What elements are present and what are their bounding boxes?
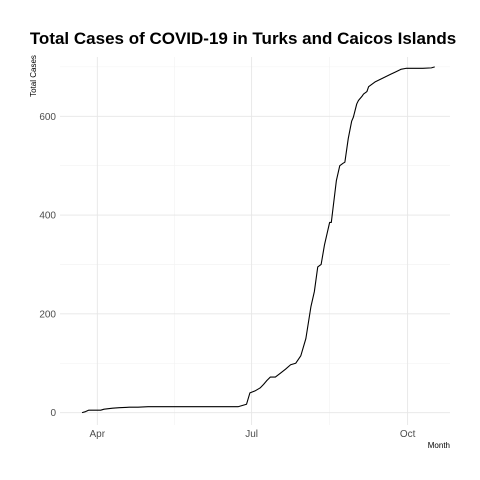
y-tick-label: 600 [39, 112, 56, 123]
major-gridlines [60, 57, 450, 425]
x-axis-label: Month [428, 441, 450, 450]
chart-title: Total Cases of COVID-19 in Turks and Cai… [30, 29, 456, 48]
series-line [81, 66, 435, 414]
y-tick-label: 400 [39, 211, 56, 222]
x-tick-label: Jul [245, 429, 258, 440]
tick-labels: 0 200 400 600 Apr Jul Oct [39, 112, 415, 440]
x-tick-label: Oct [400, 429, 416, 440]
x-tick-label: Apr [90, 429, 106, 440]
series-layer [81, 66, 435, 414]
y-tick-label: 200 [39, 309, 56, 320]
y-tick-label: 0 [50, 408, 56, 419]
minor-gridlines [60, 57, 450, 425]
y-axis-label: Total Cases [29, 55, 38, 97]
